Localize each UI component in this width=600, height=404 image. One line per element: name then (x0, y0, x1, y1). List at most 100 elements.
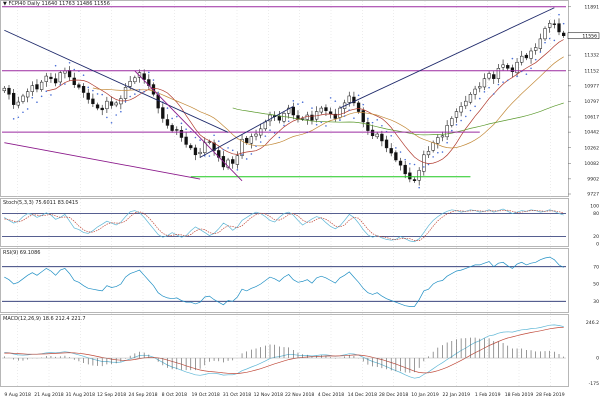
sar-dot (138, 89, 141, 91)
candle-body (109, 101, 114, 106)
sar-dot (231, 149, 234, 152)
candle-body (287, 107, 291, 114)
candle-body (21, 95, 25, 102)
stoch-y-tick-label: 80 (593, 211, 599, 217)
sar-dot (264, 135, 267, 137)
price-y-tick-label: 10082 (584, 161, 599, 167)
candle-body (207, 141, 212, 143)
candle-body (492, 74, 496, 79)
rsi-y-tick-label: 70 (593, 264, 599, 270)
candle-body (7, 87, 11, 95)
x-tick-label: 21 Aug 2018 (34, 392, 64, 398)
stoch-y-tick-label: 100 (590, 204, 599, 210)
sar-dot (399, 151, 402, 153)
candle-body (417, 170, 421, 181)
candle-body (496, 68, 501, 79)
candle-body (12, 92, 16, 105)
candle-body (72, 77, 76, 85)
candle-body (16, 101, 20, 106)
trend-line (134, 70, 243, 182)
candle-body (198, 151, 202, 155)
candle-body (529, 50, 533, 59)
candle-body (464, 100, 468, 107)
collapse-triangle-icon[interactable]: ▼ (3, 1, 7, 7)
candle-body (398, 160, 403, 166)
price-y-tick-label: 11332 (584, 53, 599, 59)
sar-dot (534, 58, 537, 61)
sar-dot (31, 96, 34, 99)
sar-dot (404, 158, 406, 161)
candle-body (184, 136, 188, 145)
candle-body (543, 28, 547, 40)
candle-body (426, 151, 431, 156)
candle-body (356, 102, 361, 112)
sar-dot (73, 68, 76, 71)
candle-body (81, 86, 86, 93)
sar-dot (96, 93, 99, 95)
candle-body (231, 159, 235, 164)
candle-body (375, 133, 379, 138)
candle-body (450, 118, 454, 126)
price-y-tick-label: 10442 (584, 130, 599, 136)
sar-dot (325, 125, 327, 127)
x-tick-label: 22 Nov 2018 (285, 392, 314, 398)
sar-dot (544, 41, 546, 44)
candle-body (361, 110, 365, 123)
macd-panel-header: MACD(12,26,9) 18.6 212.4 221.7 (3, 316, 86, 322)
candle-body (86, 92, 90, 100)
sar-dot (217, 140, 220, 142)
sar-dot (12, 118, 15, 120)
candle-body (548, 23, 552, 28)
candle-body (254, 133, 258, 137)
sar-dot (17, 116, 20, 119)
sar-dot (175, 115, 178, 118)
macd-y-tick-label: -175 (589, 381, 600, 387)
candle-body (179, 129, 184, 138)
candle-body (235, 155, 240, 165)
sar-dot (502, 81, 504, 83)
sar-dot (22, 111, 24, 114)
candle-body (459, 106, 463, 113)
candle-body (49, 76, 53, 79)
sar-dot (278, 136, 281, 139)
sar-dot (241, 153, 243, 156)
candle-body (123, 87, 128, 99)
candle-body (189, 145, 193, 149)
x-tick-label: 4 Dec 2018 (318, 392, 345, 398)
candle-body (25, 91, 30, 98)
candle-body (389, 148, 393, 154)
sar-dot (460, 119, 462, 122)
candle-body (436, 137, 440, 144)
sar-dot (157, 92, 159, 94)
sar-dot (50, 94, 52, 96)
price-panel (0, 0, 569, 197)
x-tick-label: 8 Oct 2018 (162, 392, 188, 398)
x-tick-label: 12 Nov 2018 (254, 392, 283, 398)
sar-dot (497, 83, 500, 86)
x-tick-label: 28 Feb 2019 (536, 392, 565, 398)
sar-dot (353, 117, 355, 119)
stoch-series-line (4, 209, 564, 241)
sar-dot (166, 107, 169, 109)
sar-dot (82, 74, 85, 77)
candle-body (300, 118, 305, 120)
sar-dot (301, 101, 304, 104)
candle-body (501, 64, 505, 68)
macd-header-text: MACD(12,26,9) 18.6 212.4 221.7 (3, 316, 86, 322)
candle-body (510, 67, 515, 73)
sar-dot (539, 51, 542, 53)
sar-dot (506, 79, 509, 82)
rsi-panel-header: RSI(9) 69.1086 (3, 250, 40, 256)
sar-dot (45, 90, 48, 93)
rsi-panel (0, 248, 569, 313)
sar-dot (329, 97, 332, 99)
price-header-text: FCPI40 Daily 11640 11763 11486 11556 (8, 1, 110, 7)
candle-body (44, 75, 48, 82)
candle-body (137, 72, 142, 78)
candle-body (226, 159, 230, 168)
x-tick-label: 19 Oct 2018 (191, 392, 219, 398)
sar-dot (343, 115, 346, 117)
candle-body (454, 111, 459, 118)
